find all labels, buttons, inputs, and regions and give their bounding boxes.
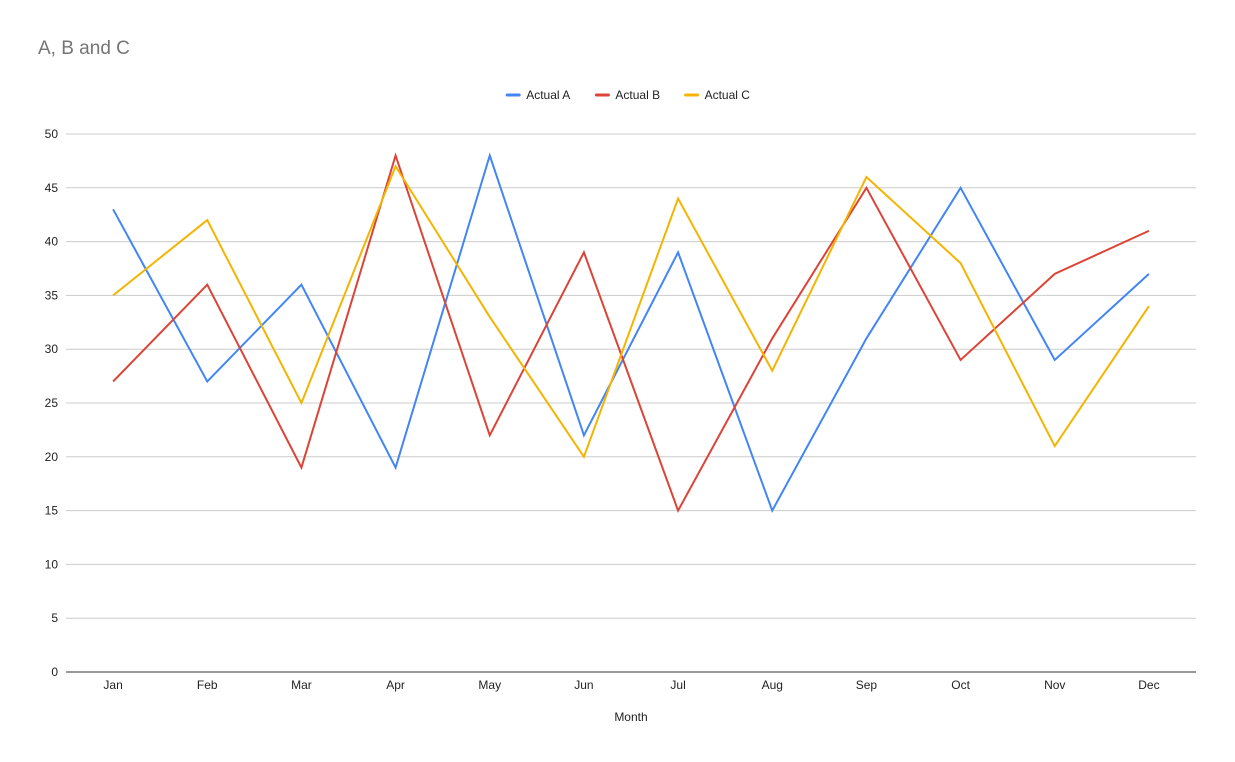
x-tick-label: Nov [1044,678,1065,692]
legend-item-actual-b: Actual B [594,88,660,102]
y-tick-label: 0 [51,665,58,679]
y-tick-label: 50 [45,127,59,141]
x-axis-title: Month [614,710,647,724]
x-tick-label: Sep [856,678,878,692]
x-tick-label: Aug [762,678,783,692]
y-tick-label: 20 [45,450,59,464]
legend-item-actual-c: Actual C [684,88,751,102]
legend-label: Actual B [615,88,660,102]
x-tick-label: Oct [951,678,970,692]
series-line-actual-b [112,152,1150,514]
series-line-actual-c [112,164,1150,459]
y-tick-label: 40 [45,235,59,249]
chart-title: A, B and C [38,38,130,59]
x-tick-label: Mar [291,678,312,692]
x-tick-label: May [478,678,501,692]
x-tick-label: Jan [103,678,122,692]
x-tick-label: Dec [1138,678,1159,692]
legend-item-actual-a: Actual A [505,88,570,102]
legend: Actual A Actual B Actual C [505,88,751,102]
legend-label: Actual A [526,88,570,102]
x-tick-label: Apr [386,678,405,692]
y-tick-label: 30 [45,342,59,356]
y-tick-label: 10 [45,557,59,571]
y-tick-label: 35 [45,288,59,302]
x-tick-label: Jun [574,678,593,692]
x-tick-label: Jul [670,678,685,692]
series-lines [112,152,1150,514]
grid-lines [66,133,1196,619]
legend-label: Actual C [705,88,751,102]
y-tick-label: 5 [51,611,58,625]
y-tick-label: 25 [45,396,59,410]
y-tick-label: 45 [45,181,59,195]
y-axis: 0 5 10 15 20 25 30 35 40 45 50 [45,127,59,679]
y-tick-label: 15 [45,504,59,518]
x-axis: Jan Feb Mar Apr May Jun Jul Aug Sep Oct Nov Dec [66,671,1196,692]
x-tick-label: Feb [197,678,218,692]
series-line-actual-a [112,152,1150,514]
